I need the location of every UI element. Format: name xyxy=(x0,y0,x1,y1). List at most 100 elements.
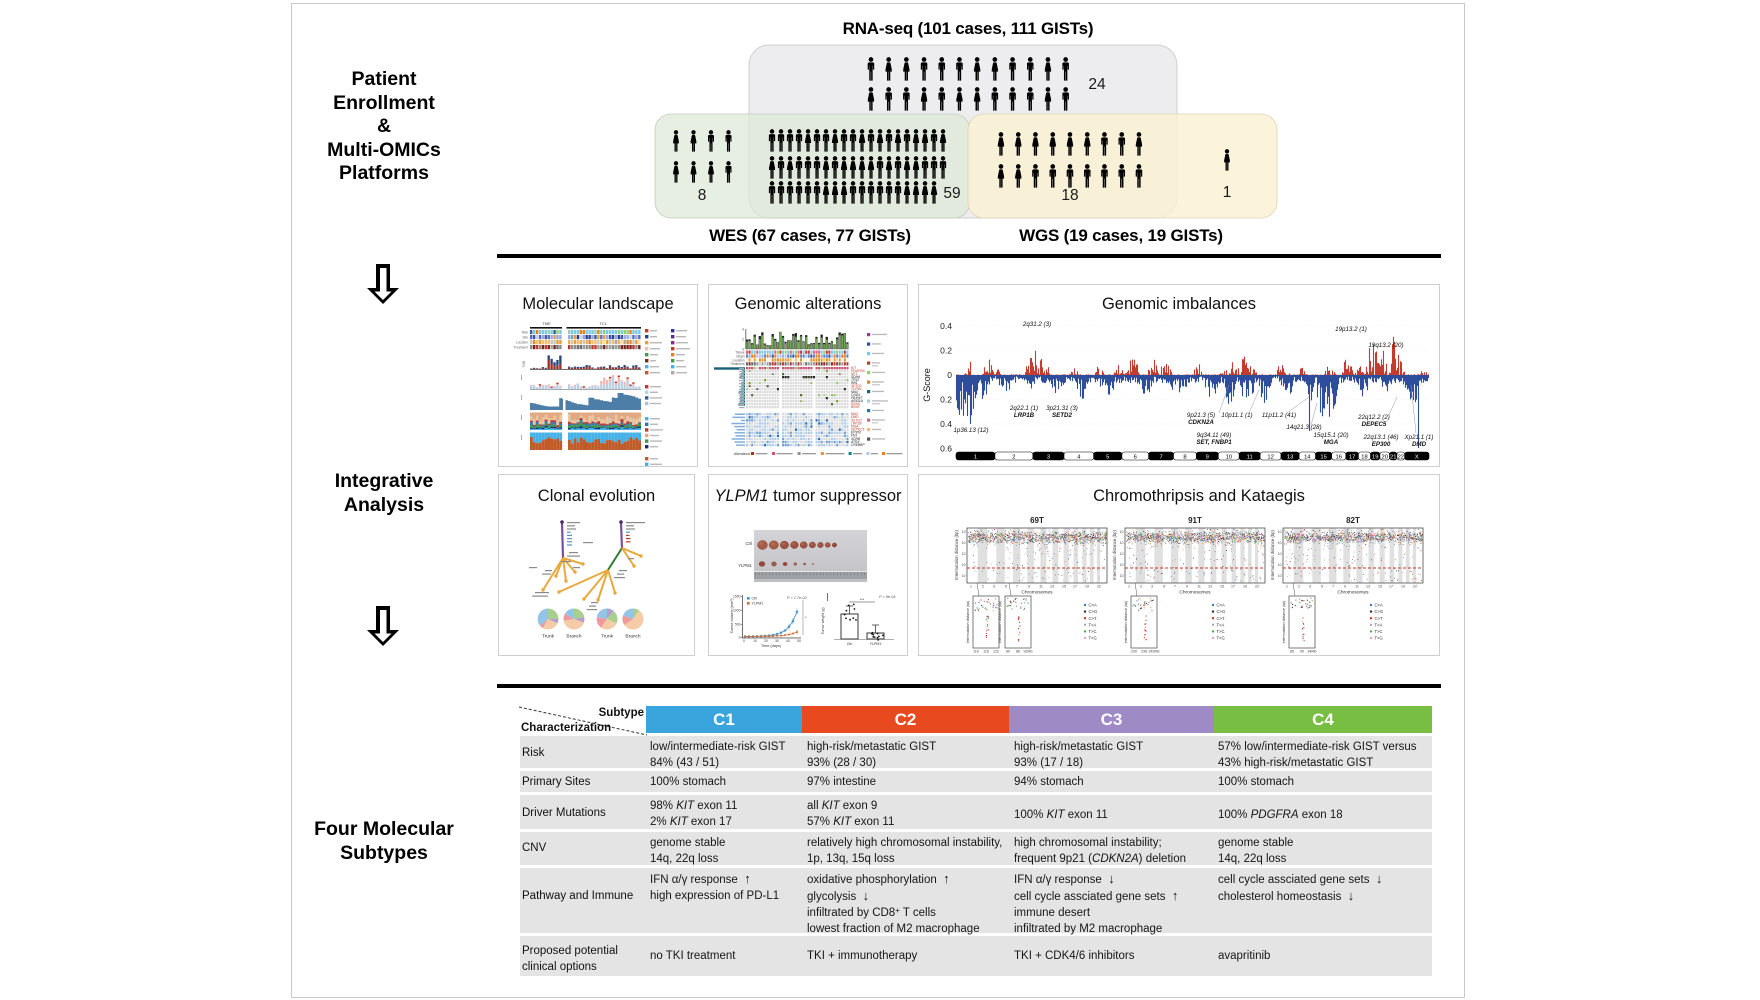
svg-text:0: 0 xyxy=(947,370,952,380)
svg-text:DMD: DMD xyxy=(1412,441,1427,448)
svg-text:Intermutation distance (bp): Intermutation distance (bp) xyxy=(1112,529,1117,579)
svg-text:Intermutation distance (bp): Intermutation distance (bp) xyxy=(998,601,1002,644)
svg-text:TCL: TCL xyxy=(599,321,607,326)
svg-text:Origin: Origin xyxy=(736,354,745,358)
svg-text:CHD4: CHD4 xyxy=(851,393,860,397)
svg-text:0: 0 xyxy=(743,639,745,643)
svg-text:10: 10 xyxy=(753,639,757,643)
svg-text:0: 0 xyxy=(742,348,744,352)
svg-text:10: 10 xyxy=(1120,541,1124,545)
svg-text:0.2: 0.2 xyxy=(940,346,952,356)
svg-text:19: 19 xyxy=(1401,585,1405,589)
svg-text:Intermutation distance (bp): Intermutation distance (bp) xyxy=(1270,529,1275,579)
svg-text:13: 13 xyxy=(1050,585,1054,589)
svg-text:BRAF: BRAF xyxy=(851,405,861,409)
svg-text:110: 110 xyxy=(973,650,979,654)
svg-text:DMD: DMD xyxy=(851,415,859,419)
svg-text:13: 13 xyxy=(1366,585,1370,589)
svg-text:19: 19 xyxy=(1243,585,1247,589)
svg-text:CDKN2A: CDKN2A xyxy=(1188,419,1214,426)
svg-text:7: 7 xyxy=(1332,585,1334,589)
svg-text:15q15.1 (20): 15q15.1 (20) xyxy=(1313,432,1348,439)
svg-text:40: 40 xyxy=(786,639,790,643)
svg-text:11: 11 xyxy=(1197,585,1201,589)
svg-text:8: 8 xyxy=(698,187,707,204)
svg-text:TME: TME xyxy=(542,321,551,326)
svg-text:Time (days): Time (days) xyxy=(761,644,782,648)
svg-text:MAX: MAX xyxy=(851,412,859,416)
svg-text:3: 3 xyxy=(993,585,995,589)
svg-text:0.4: 0.4 xyxy=(940,419,952,429)
svg-text:1: 1 xyxy=(970,585,972,589)
svg-text:T>A: T>A xyxy=(1375,622,1383,627)
svg-text:7: 7 xyxy=(1016,585,1018,589)
svg-text:KRAS: KRAS xyxy=(851,402,861,406)
svg-text:C>A: C>A xyxy=(1089,603,1097,608)
svg-text:10p11.1 (1): 10p11.1 (1) xyxy=(1221,412,1252,419)
svg-text:MGA: MGA xyxy=(1324,439,1339,446)
svg-text:2q31.2 (3): 2q31.2 (3) xyxy=(1022,321,1051,328)
svg-text:24: 24 xyxy=(1088,76,1106,93)
svg-text:C>A: C>A xyxy=(1217,603,1225,608)
svg-text:9: 9 xyxy=(1206,454,1209,460)
svg-text:Trunk: Trunk xyxy=(601,634,614,640)
svg-text:Chromosomes: Chromosomes xyxy=(1337,590,1369,596)
svg-text:1p36.13 (12): 1p36.13 (12) xyxy=(953,427,988,434)
svg-text:11: 11 xyxy=(1247,454,1253,460)
svg-text:10: 10 xyxy=(1278,563,1282,567)
svg-text:9: 9 xyxy=(1186,585,1188,589)
svg-text:30: 30 xyxy=(775,639,779,643)
svg-text:0.4: 0.4 xyxy=(940,321,952,331)
svg-text:4: 4 xyxy=(1077,454,1081,460)
svg-text:15: 15 xyxy=(1062,585,1066,589)
svg-text:18: 18 xyxy=(1361,454,1367,460)
svg-text:10: 10 xyxy=(962,563,966,567)
svg-text:14q21.3 (28): 14q21.3 (28) xyxy=(1286,424,1321,431)
svg-text:5: 5 xyxy=(1163,585,1165,589)
svg-text:12: 12 xyxy=(1267,454,1273,460)
svg-text:0.6: 0.6 xyxy=(940,444,952,454)
svg-text:22: 22 xyxy=(1398,454,1404,460)
svg-text:2: 2 xyxy=(1298,585,1300,589)
svg-text:11: 11 xyxy=(1355,585,1359,589)
svg-text:122: 122 xyxy=(993,650,999,654)
svg-text:1: 1 xyxy=(974,454,977,460)
svg-text:Intermutation distance (bp): Intermutation distance (bp) xyxy=(954,529,959,579)
svg-text:9p21.3 (5): 9p21.3 (5) xyxy=(1187,412,1215,419)
svg-text:9q34.11 (49): 9q34.11 (49) xyxy=(1197,432,1232,439)
svg-text:90: 90 xyxy=(1300,650,1304,654)
svg-text:LRP1B: LRP1B xyxy=(1014,412,1035,419)
svg-text:10: 10 xyxy=(962,530,966,534)
svg-text:10: 10 xyxy=(1226,454,1232,460)
svg-text:KIT: KIT xyxy=(851,366,857,370)
svg-text:T>G: T>G xyxy=(1217,636,1225,641)
svg-text:T>G: T>G xyxy=(1089,636,1097,641)
svg-text:10: 10 xyxy=(962,541,966,545)
svg-text:Tumor weight (g): Tumor weight (g) xyxy=(821,607,825,634)
svg-text:1: 1 xyxy=(1286,585,1288,589)
svg-text:C>G: C>G xyxy=(1217,609,1226,614)
svg-text:Intermutation distance (bp): Intermutation distance (bp) xyxy=(1282,601,1286,644)
svg-text:T>A: T>A xyxy=(1217,622,1225,627)
svg-text:Alterations: Alterations xyxy=(734,452,750,456)
svg-text:5: 5 xyxy=(1106,454,1109,460)
svg-text:T>C: T>C xyxy=(1217,629,1225,634)
svg-text:10: 10 xyxy=(1278,530,1282,534)
svg-text:Treatment: Treatment xyxy=(514,346,529,350)
svg-text:CREBBP: CREBBP xyxy=(851,443,865,447)
svg-text:SETD2: SETD2 xyxy=(851,418,862,422)
svg-text:16: 16 xyxy=(1335,454,1341,460)
svg-text:82T: 82T xyxy=(1346,516,1360,525)
svg-text:C>G: C>G xyxy=(1375,609,1384,614)
svg-text:ARID1A: ARID1A xyxy=(850,399,864,403)
svg-text:19q13.2 (20): 19q13.2 (20) xyxy=(1368,342,1403,349)
svg-text:17: 17 xyxy=(1389,585,1393,589)
svg-text:19: 19 xyxy=(1085,585,1089,589)
svg-text:C>T: C>T xyxy=(1217,616,1225,621)
svg-text:0: 0 xyxy=(739,636,741,640)
svg-text:1: 1 xyxy=(1223,184,1232,201)
svg-text:10: 10 xyxy=(1120,530,1124,534)
svg-text:Trunk: Trunk xyxy=(542,634,555,640)
svg-text:FN1: FN1 xyxy=(851,434,857,438)
svg-text:Treatment: Treatment xyxy=(730,362,745,366)
